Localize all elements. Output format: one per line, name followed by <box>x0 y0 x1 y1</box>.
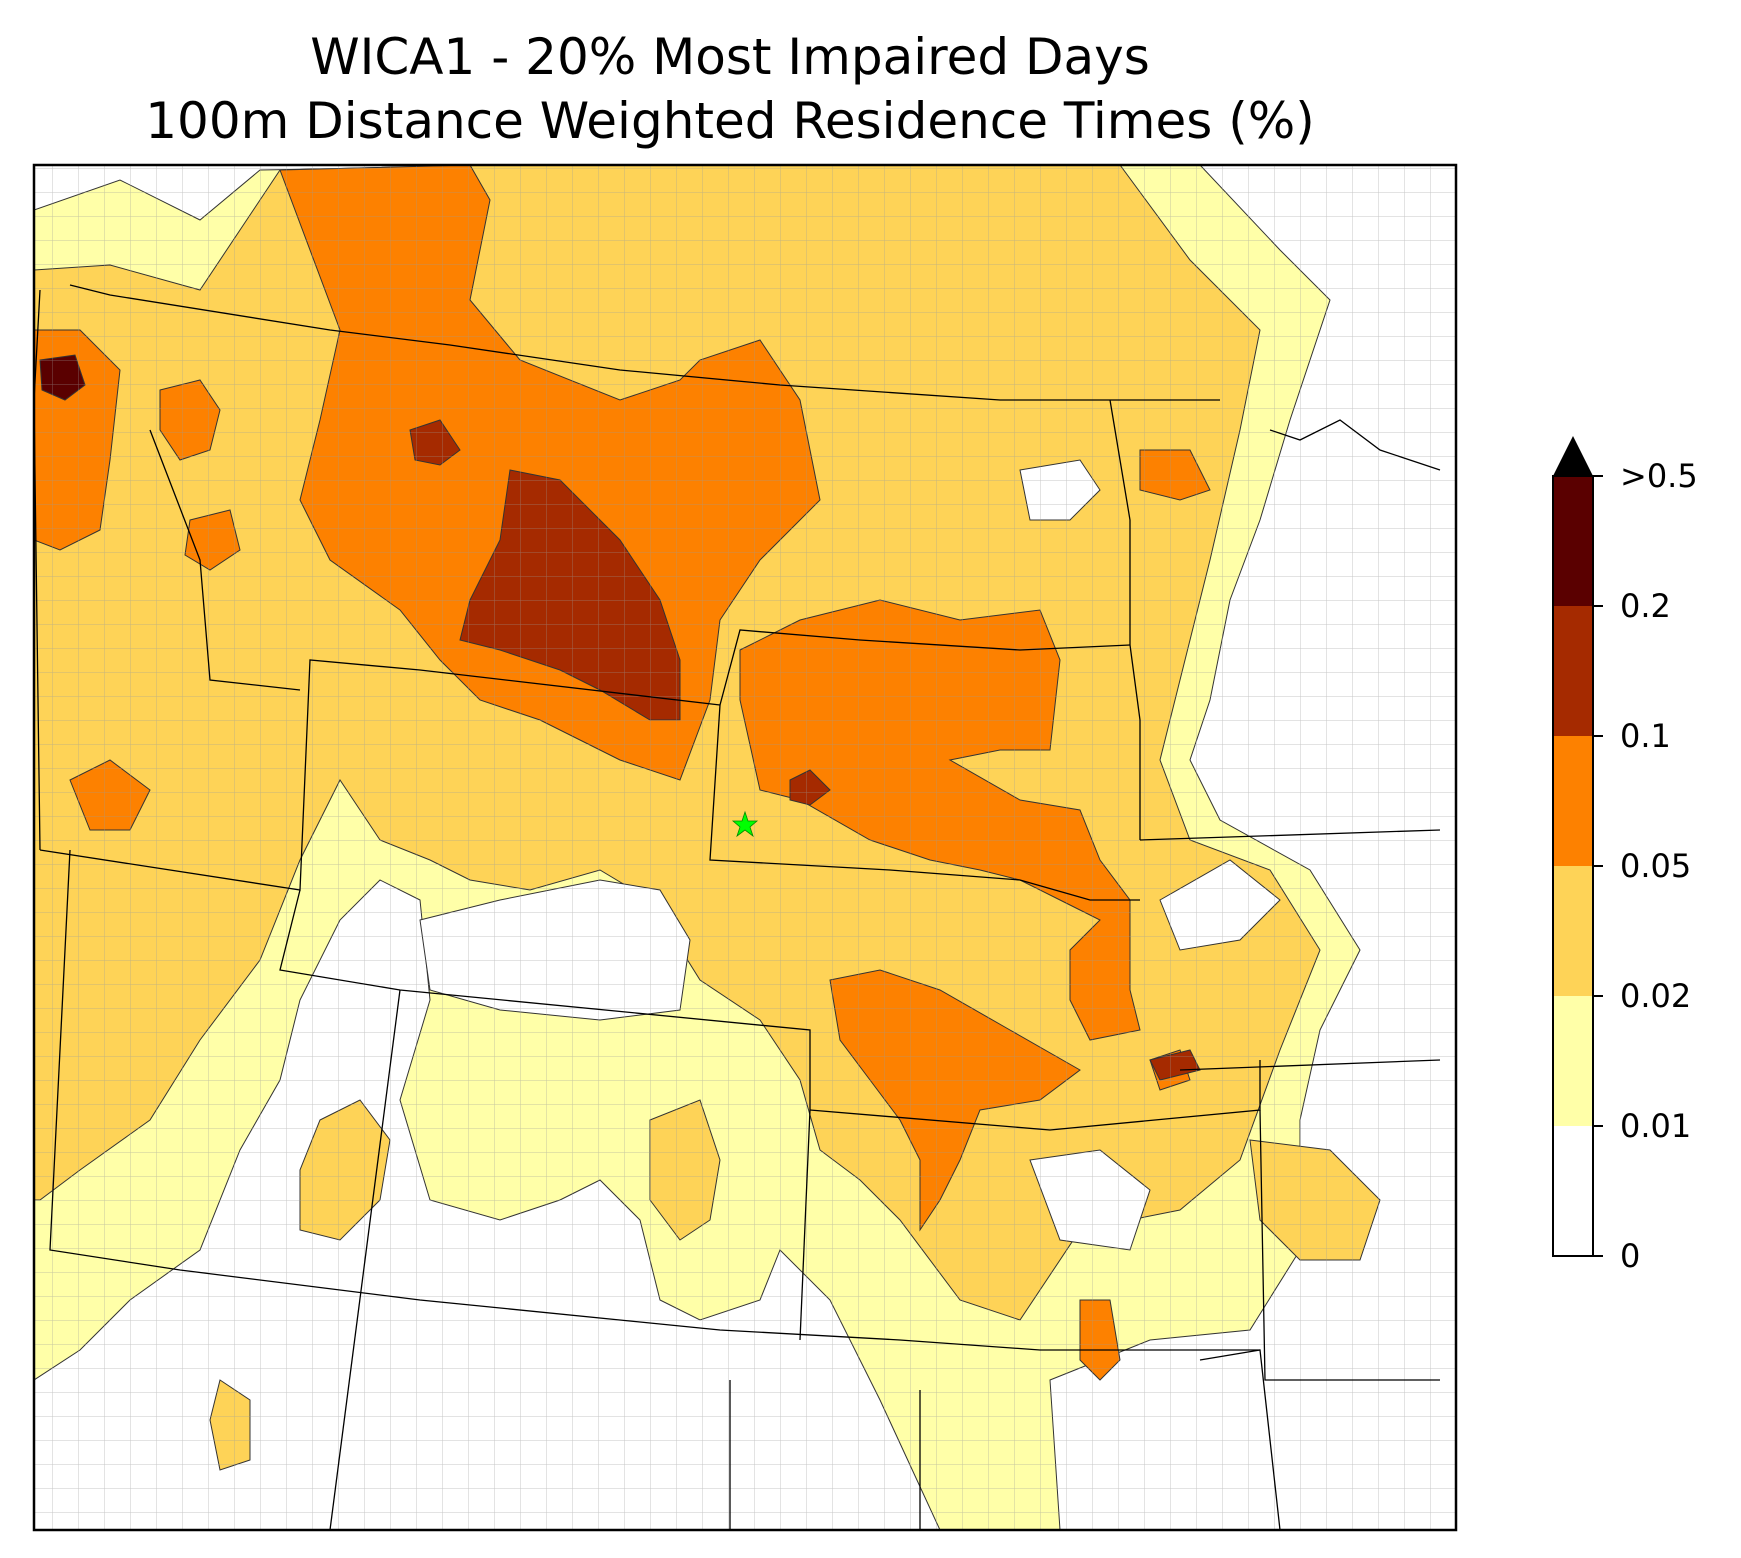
colorbar-extend-arrow <box>1553 436 1593 476</box>
colorbar-tick-label: 0 <box>1620 1237 1641 1275</box>
map-title-line-1: WICA1 - 20% Most Impaired Days <box>310 28 1150 86</box>
contour-fills <box>34 165 1456 1530</box>
colorbar-tick-label: 0.02 <box>1620 977 1692 1015</box>
colorbar <box>1552 436 1603 1257</box>
colorbar-bin-0 <box>1553 1126 1593 1256</box>
colorbar-bin-1 <box>1553 996 1593 1126</box>
colorbar-bin-2 <box>1553 866 1593 996</box>
colorbar-bin-5 <box>1553 476 1593 606</box>
colorbar-tick-label: >0.5 <box>1620 457 1698 495</box>
colorbar-tick-label: 0.1 <box>1620 717 1671 755</box>
map-frame <box>32 163 1458 1532</box>
colorbar-bins <box>1553 476 1593 1256</box>
colorbar-ticks <box>1593 475 1603 1257</box>
colorbar-tick-label: 0.2 <box>1620 587 1671 625</box>
county-lines <box>34 165 1456 1530</box>
state-boundaries <box>34 284 1441 1530</box>
colorbar-tick-label: 0.01 <box>1620 1107 1692 1145</box>
map-title-line-2: 100m Distance Weighted Residence Times (… <box>145 92 1315 150</box>
colorbar-bin-3 <box>1553 736 1593 866</box>
star-icon <box>731 810 759 838</box>
colorbar-bin-4 <box>1553 606 1593 736</box>
colorbar-tick-label: 0.05 <box>1620 847 1692 885</box>
